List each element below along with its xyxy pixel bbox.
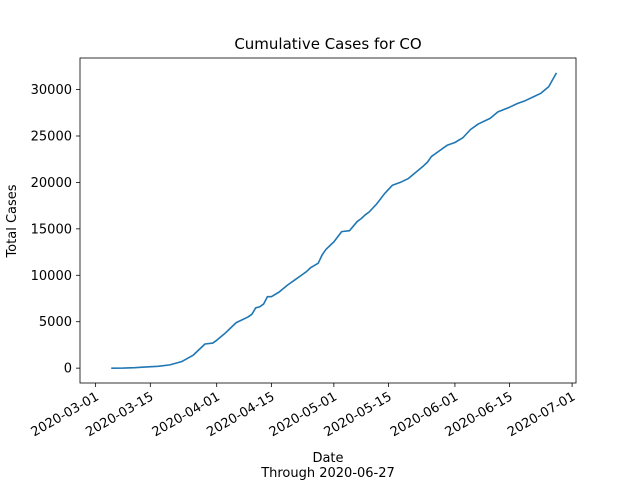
chart-title: Cumulative Cases for CO (234, 35, 421, 53)
y-tick-label: 20000 (31, 176, 72, 191)
y-axis-ticks: 0 5000 10000 15000 20000 25000 30000 (31, 83, 80, 377)
x-axis-label: Date (312, 451, 343, 466)
y-tick-label: 5000 (39, 315, 72, 330)
x-axis-sublabel: Through 2020-06-27 (260, 466, 395, 480)
y-tick-label: 10000 (31, 269, 72, 284)
plot-frame (79, 57, 577, 384)
y-tick-label: 15000 (31, 222, 72, 237)
y-tick-label: 0 (64, 362, 72, 377)
series-line (111, 72, 558, 369)
y-tick-label: 30000 (31, 83, 72, 98)
y-tick-label: 25000 (31, 130, 72, 145)
y-axis-label: Total Cases (5, 184, 20, 258)
